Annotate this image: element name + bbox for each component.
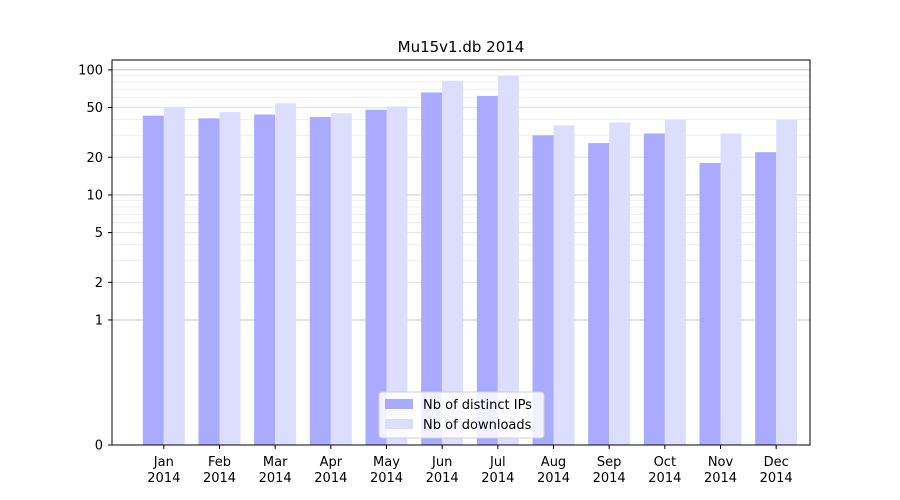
axes — [108, 59, 811, 449]
bar-distinct-ips — [142, 115, 164, 445]
y-tick-label: 10 — [86, 188, 103, 203]
x-tick-label-line: Jul — [489, 455, 506, 470]
legend-swatch — [385, 419, 413, 429]
x-tick-label-line: 2014 — [760, 471, 793, 486]
x-tick-label-line: Feb — [208, 455, 231, 470]
x-tick-label-line: 2014 — [203, 471, 236, 486]
x-tick-label: Jul 2014 — [481, 455, 514, 486]
x-tick-label-line: 2014 — [704, 471, 737, 486]
bar-distinct-ips — [643, 133, 665, 445]
bars — [142, 75, 798, 446]
y-tick-label: 0 — [95, 439, 103, 454]
bar-downloads — [330, 113, 352, 445]
bar-downloads — [275, 103, 297, 446]
x-tick-label: Sep 2014 — [593, 455, 626, 486]
bar-downloads — [776, 119, 798, 446]
x-tick-label-line: Nov — [708, 455, 734, 470]
x-tick-label-line: Aug — [541, 455, 566, 470]
y-tick-label: 1 — [95, 313, 103, 328]
x-tick-label: May 2014 — [370, 455, 403, 486]
x-tick-label: Jan 2014 — [147, 455, 180, 486]
x-tick-label: Apr 2014 — [314, 455, 347, 486]
x-tick-label-line: Jun — [431, 455, 452, 470]
bar-distinct-ips — [476, 95, 498, 446]
x-tick-label-line: 2014 — [147, 471, 180, 486]
x-tick-label: Dec 2014 — [760, 455, 793, 486]
y-tick-label: 20 — [86, 151, 103, 166]
bar-downloads — [497, 75, 519, 446]
bar-downloads — [163, 107, 185, 446]
legend: Nb of distinct IPs Nb of downloads — [378, 391, 545, 439]
legend-box — [378, 391, 545, 439]
bar-downloads — [720, 133, 742, 445]
bar-downloads — [609, 122, 631, 445]
bar-distinct-ips — [588, 143, 610, 445]
plot-frame — [111, 59, 811, 446]
chart-title: Mu15v1.db 2014 — [398, 38, 525, 56]
x-tick-label: Aug 2014 — [537, 455, 570, 486]
y-tick-label: 50 — [86, 101, 103, 116]
bar-distinct-ips — [421, 92, 443, 446]
y-tick-label: 2 — [95, 276, 103, 291]
x-tick-label-line: 2014 — [370, 471, 403, 486]
x-tick-label-line: 2014 — [648, 471, 681, 486]
legend-swatch — [385, 399, 413, 409]
x-tick-label-line: Oct — [654, 455, 676, 470]
x-tick-label: Jun 2014 — [426, 455, 459, 486]
bar-distinct-ips — [254, 114, 276, 445]
bar-distinct-ips — [532, 135, 554, 445]
bar-distinct-ips — [309, 117, 331, 445]
x-tick-label-line: Apr — [320, 455, 343, 470]
bar-distinct-ips — [198, 118, 220, 445]
bar-downloads — [219, 112, 241, 445]
x-tick-label: Nov 2014 — [704, 455, 737, 486]
x-tick-label-line: Jan — [153, 455, 174, 470]
x-tick-label-line: 2014 — [314, 471, 347, 486]
bar-downloads — [386, 106, 408, 445]
x-tick-label-line: Mar — [263, 455, 288, 470]
y-tick-label: 5 — [95, 226, 103, 241]
x-tick-label-line: Sep — [597, 455, 622, 470]
x-tick-label-line: 2014 — [593, 471, 626, 486]
y-tick-label: 100 — [78, 63, 103, 78]
x-tick-label-line: 2014 — [426, 471, 459, 486]
x-tick-label-line: 2014 — [259, 471, 292, 486]
x-tick-label-line: May — [373, 455, 400, 470]
bar-distinct-ips — [699, 163, 721, 445]
legend-label: Nb of downloads — [423, 418, 532, 433]
x-tick-label: Feb 2014 — [203, 455, 236, 486]
x-tick-label: Oct 2014 — [648, 455, 681, 486]
x-tick-label: Mar 2014 — [259, 455, 292, 486]
x-tick-label-line: 2014 — [481, 471, 514, 486]
bar-downloads — [442, 80, 464, 445]
bar-distinct-ips — [755, 152, 777, 445]
x-tick-label-line: 2014 — [537, 471, 570, 486]
legend-label: Nb of distinct IPs — [423, 398, 532, 413]
bar-downloads — [553, 125, 575, 445]
bar-distinct-ips — [365, 109, 387, 445]
x-tick-label-line: Dec — [764, 455, 789, 470]
bar-downloads — [664, 119, 686, 446]
